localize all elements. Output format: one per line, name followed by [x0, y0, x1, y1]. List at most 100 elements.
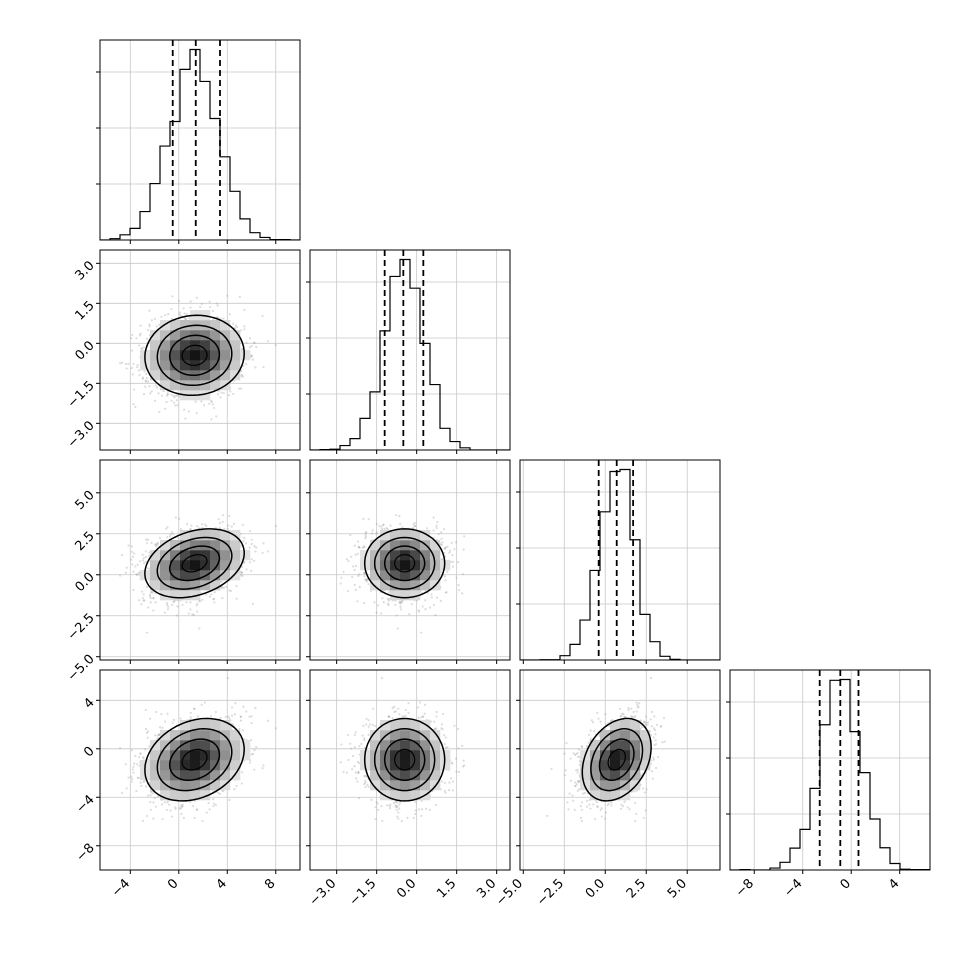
sample-point — [375, 532, 378, 536]
sample-point — [380, 527, 384, 531]
sample-point — [158, 726, 162, 729]
sample-point — [375, 531, 378, 534]
density-cell — [370, 570, 381, 581]
sample-point — [138, 755, 141, 759]
sample-point — [144, 550, 147, 553]
sample-point — [250, 542, 253, 546]
sample-point — [146, 538, 150, 541]
sample-point — [162, 390, 165, 393]
sample-point — [358, 546, 361, 549]
density-cell — [230, 350, 241, 361]
sample-point — [158, 536, 162, 540]
sample-point — [241, 523, 244, 527]
sample-point — [155, 325, 158, 328]
sample-point — [161, 726, 164, 729]
sample-point — [363, 571, 366, 575]
sample-point — [169, 533, 172, 536]
density-cell — [380, 570, 391, 581]
sample-point — [138, 560, 142, 563]
sample-point — [399, 602, 402, 605]
sample-point — [243, 328, 246, 331]
sample-point — [158, 323, 161, 327]
sample-point — [346, 589, 350, 593]
sample-point — [130, 545, 134, 548]
sample-point — [351, 565, 355, 568]
panel-frame — [309, 249, 511, 451]
sample-point — [262, 764, 265, 767]
sample-point — [233, 713, 237, 716]
sample-point — [444, 546, 447, 549]
contour-line — [168, 545, 221, 582]
sample-point — [140, 603, 143, 606]
density-cell — [240, 350, 251, 361]
sample-point — [220, 580, 223, 583]
contour-line — [156, 536, 233, 590]
sample-point — [401, 600, 404, 603]
sample-point — [167, 605, 170, 608]
sample-point — [461, 592, 464, 595]
sample-point — [177, 537, 180, 540]
sample-point — [173, 600, 176, 603]
sample-point — [413, 521, 416, 525]
sample-point — [222, 317, 225, 320]
sample-point — [444, 591, 447, 594]
density-cell — [400, 560, 411, 571]
sample-point — [239, 715, 242, 718]
sample-point — [149, 601, 152, 604]
sample-point — [395, 514, 398, 517]
sample-point — [131, 768, 134, 771]
density-cell — [150, 550, 161, 561]
sample-point — [136, 363, 139, 367]
sample-point — [245, 341, 248, 344]
sample-point — [195, 412, 198, 415]
sample-point — [253, 545, 256, 548]
density-cell — [150, 360, 161, 371]
sample-point — [145, 727, 148, 731]
sample-point — [124, 571, 127, 574]
sample-point — [417, 609, 420, 612]
sample-point — [148, 551, 151, 554]
density-cell — [220, 530, 231, 541]
sample-point — [143, 599, 146, 602]
sample-point — [148, 309, 151, 312]
sample-point — [385, 527, 388, 530]
density-cell — [210, 540, 221, 551]
sample-point — [250, 569, 253, 573]
sample-point — [212, 598, 215, 601]
sample-point — [158, 410, 161, 414]
sample-point — [221, 585, 224, 589]
sample-point — [166, 535, 169, 539]
sample-point — [142, 556, 145, 560]
y-tick-label: 0.0 — [72, 338, 97, 363]
histogram-step — [100, 48, 300, 240]
sample-point — [125, 566, 128, 569]
sample-point — [142, 561, 146, 565]
sample-point — [451, 565, 455, 568]
sample-point — [248, 346, 252, 349]
density-cell — [430, 550, 441, 561]
sample-point — [166, 392, 169, 395]
sample-point — [239, 574, 243, 577]
sample-point — [191, 805, 195, 808]
panel-content — [100, 460, 300, 660]
sample-point — [130, 775, 133, 778]
sample-point — [455, 576, 458, 579]
density-cell — [150, 570, 161, 581]
density-cell — [160, 350, 171, 361]
sample-point — [141, 590, 144, 593]
density-cell — [200, 550, 211, 561]
sample-point — [389, 524, 392, 527]
sample-point — [146, 380, 150, 383]
sample-point — [166, 393, 170, 396]
sample-point — [149, 801, 152, 804]
contour-line — [168, 334, 221, 377]
density-cell — [180, 540, 191, 551]
sample-point — [211, 403, 214, 406]
sample-point — [262, 366, 265, 369]
sample-point — [135, 790, 138, 793]
sample-point — [274, 524, 277, 528]
sample-point — [193, 816, 196, 820]
sample-point — [158, 589, 161, 593]
sample-point — [383, 527, 386, 531]
sample-point — [144, 379, 147, 382]
